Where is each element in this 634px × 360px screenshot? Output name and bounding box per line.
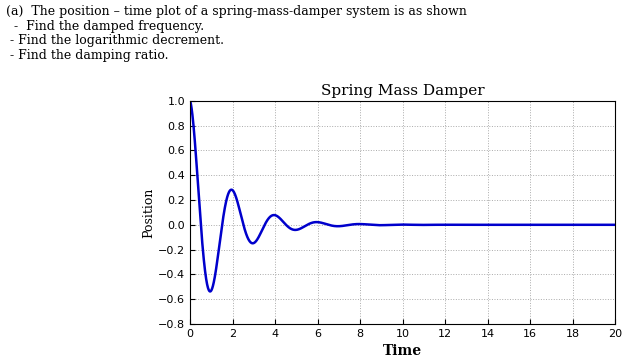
Text: (a)  The position – time plot of a spring-mass-damper system is as shown: (a) The position – time plot of a spring… xyxy=(6,5,467,18)
Text: - Find the logarithmic decrement.: - Find the logarithmic decrement. xyxy=(6,34,224,47)
X-axis label: Time: Time xyxy=(383,345,422,359)
Title: Spring Mass Damper: Spring Mass Damper xyxy=(321,84,484,98)
Text: - Find the damping ratio.: - Find the damping ratio. xyxy=(6,49,169,62)
Y-axis label: Position: Position xyxy=(143,187,155,238)
Text: -  Find the damped frequency.: - Find the damped frequency. xyxy=(6,20,204,33)
